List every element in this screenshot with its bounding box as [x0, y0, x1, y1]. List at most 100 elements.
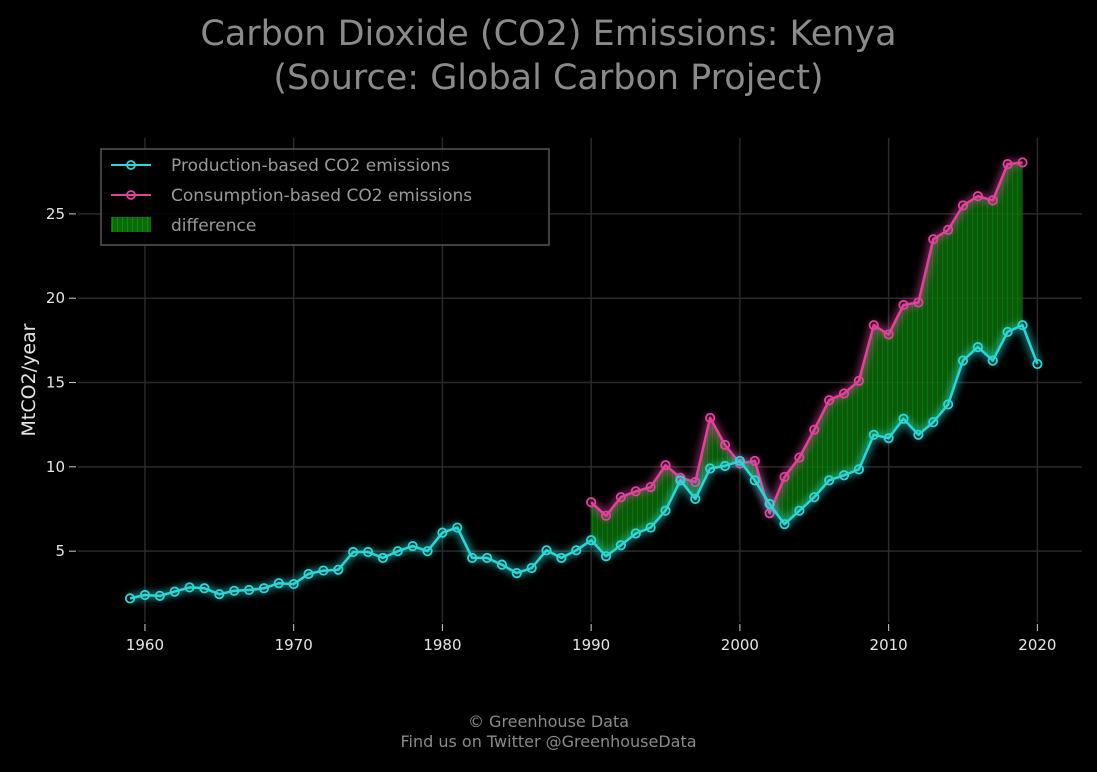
consumption-series-point [972, 191, 983, 202]
y-tick-label: 25 [46, 205, 65, 223]
consumption-series-point [824, 395, 835, 406]
production-series-point [571, 545, 582, 556]
production-series-point [928, 417, 939, 428]
production-series-point [229, 585, 240, 596]
production-series-point [273, 578, 284, 589]
production-series-point [333, 564, 344, 575]
production-series-point [749, 475, 760, 486]
x-tick-label: 1970 [275, 636, 313, 654]
y-axis-label: MtCO2/year [18, 323, 40, 436]
consumption-series-point [928, 234, 939, 245]
production-series-point [615, 540, 627, 551]
production-series-point [586, 535, 597, 546]
production-series-point [541, 545, 552, 556]
consumption-series-point [705, 412, 716, 424]
production-series-point [496, 559, 508, 570]
production-series-point [199, 583, 210, 594]
production-series-point [511, 567, 522, 579]
production-series-point [913, 429, 924, 440]
consumption-series-point [868, 320, 879, 331]
consumption-series-point [586, 497, 597, 508]
production-series-point [675, 475, 686, 486]
consumption-series-point [615, 492, 627, 503]
consumption-series-point [1017, 157, 1028, 168]
production-series-point [318, 565, 329, 576]
y-tick-label: 10 [46, 458, 65, 476]
y-tick-label: 15 [46, 374, 65, 392]
production-series-point [794, 505, 805, 516]
production-series-point [824, 475, 835, 486]
production-series-point [258, 583, 270, 594]
production-series-point [957, 355, 969, 366]
production-series-point [764, 498, 775, 510]
consumption-series-point [838, 388, 850, 399]
consumption-series-point [600, 510, 612, 521]
production-series-point [377, 552, 389, 564]
chart-title-line2: (Source: Global Carbon Project) [273, 58, 824, 98]
consumption-series-point [957, 200, 969, 211]
legend-difference-label: difference [171, 216, 256, 236]
production-series-point [348, 546, 359, 558]
production-series-point [838, 470, 850, 481]
production-series-point [1017, 320, 1028, 331]
production-series-point [987, 355, 998, 366]
x-tick-label: 2010 [870, 636, 908, 654]
production-series-point [1002, 326, 1013, 338]
consumption-series-point [809, 424, 820, 435]
legend-consumption-marker [126, 190, 136, 200]
production-series-point [467, 552, 478, 564]
production-series-point [124, 593, 136, 604]
consumption-series-point [645, 481, 656, 493]
legend-box [100, 148, 550, 246]
legend-production-marker [126, 160, 136, 170]
y-tick-label: 5 [55, 542, 65, 560]
production-series-point [883, 433, 894, 444]
production-series-point [452, 522, 463, 533]
production-series-point [705, 463, 716, 474]
x-tick-label: 1990 [572, 636, 610, 654]
production-series-point [898, 413, 909, 424]
x-tick-label: 1960 [126, 636, 164, 654]
production-series-point [719, 460, 731, 472]
production-series-point [779, 519, 790, 530]
production-series-point [645, 522, 656, 533]
chart-footer: © Greenhouse Data Find us on Twitter @Gr… [0, 712, 1097, 752]
production-series-point [630, 528, 641, 539]
production-series-point [184, 582, 195, 593]
consumption-series-point [898, 299, 909, 311]
production-series-point [600, 551, 612, 562]
consumption-series-point [719, 439, 731, 451]
legend-difference-swatch [111, 217, 151, 232]
production-series-point [139, 589, 151, 601]
production-series-point [556, 552, 567, 564]
production-series-point [660, 505, 671, 516]
footer-twitter: Find us on Twitter @GreenhouseData [400, 732, 697, 751]
production-series-point [422, 546, 433, 557]
consumption-series-point [660, 460, 671, 471]
production-series-point [972, 342, 983, 353]
consumption-series-point [794, 452, 805, 463]
production-series-point [362, 546, 374, 558]
legend-consumption-label: Consumption-based CO2 emissions [171, 186, 472, 206]
consumption-series-point [749, 455, 760, 467]
production-series-point [734, 455, 745, 467]
production-series-point [526, 562, 537, 574]
production-series-point [437, 527, 448, 538]
production-series-point [392, 546, 403, 557]
consumption-series-point [883, 329, 894, 340]
production-series-point [303, 568, 314, 580]
production-series-point [690, 493, 701, 504]
production-series-point [868, 429, 879, 440]
y-tick-label: 20 [46, 289, 65, 307]
x-tick-label: 2020 [1018, 636, 1056, 654]
production-series-point [169, 586, 180, 597]
consumption-series-point [630, 486, 641, 497]
legend-production-label: Production-based CO2 emissions [171, 156, 450, 176]
production-series-point [481, 552, 493, 564]
chart-title: Carbon Dioxide (CO2) Emissions: Kenya (S… [0, 12, 1097, 100]
consumption-series-point [943, 224, 954, 236]
production-series-point [154, 590, 165, 601]
x-tick-label: 2000 [721, 636, 759, 654]
production-series-point [243, 584, 255, 596]
